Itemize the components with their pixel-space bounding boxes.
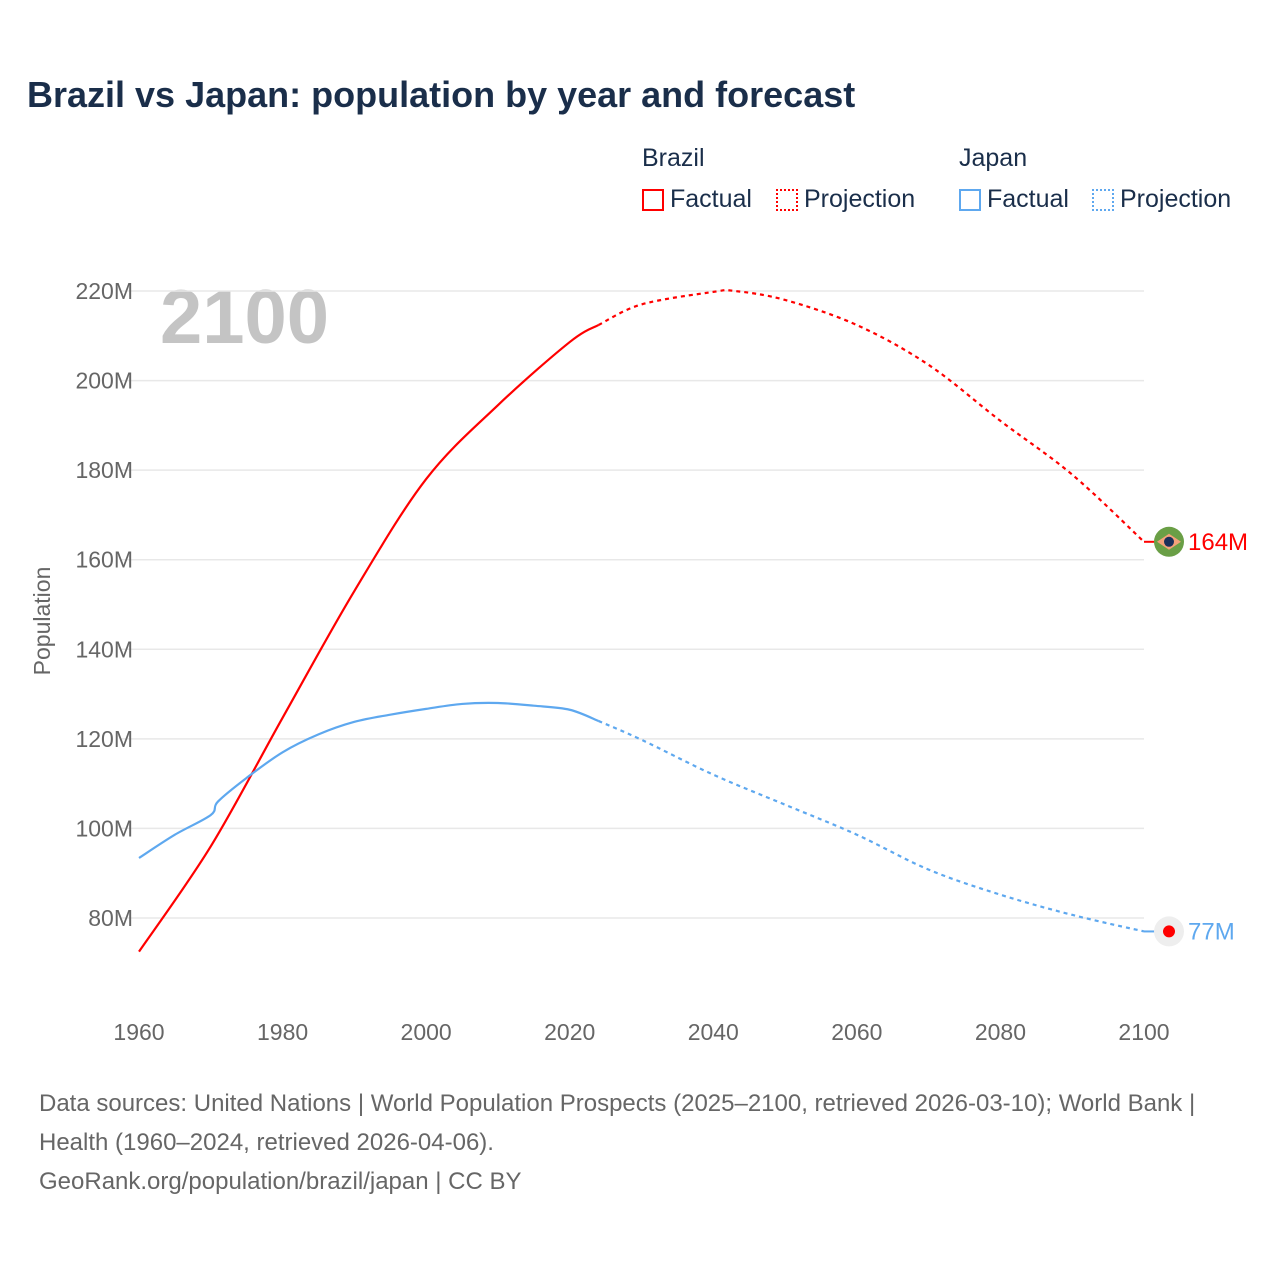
y-tick-label: 100M <box>75 815 133 841</box>
legend-label: Projection <box>804 185 916 213</box>
japan-end-label: 77M <box>1188 918 1235 945</box>
japan-projection-line <box>597 719 1145 933</box>
japan-factual-line <box>138 701 599 859</box>
brazil-end-label: 164M <box>1188 529 1248 556</box>
footer-sources: Data sources: United Nations | World Pop… <box>39 1090 1196 1156</box>
legend-japan-projection[interactable]: Projection <box>1092 185 1231 214</box>
flag-sun <box>1163 925 1175 938</box>
brazil-projection-line <box>597 289 1145 543</box>
solid-swatch-icon <box>642 188 664 211</box>
x-tick-label: 2000 <box>401 1019 452 1045</box>
x-tick-label: 2020 <box>544 1019 595 1045</box>
legend-label: Factual <box>670 185 752 213</box>
y-tick-label: 120M <box>75 726 133 752</box>
x-tick-label: 1960 <box>113 1019 164 1045</box>
legend-label: Factual <box>987 185 1069 213</box>
y-tick-label: 80M <box>88 905 133 931</box>
legend-japan-title: Japan <box>959 144 1028 172</box>
y-tick-label: 200M <box>75 368 133 394</box>
y-tick-label: 160M <box>75 547 133 573</box>
y-tick-label: 220M <box>75 278 133 304</box>
legend-brazil-projection[interactable]: Projection <box>776 185 915 214</box>
y-tick-label: 180M <box>75 457 133 483</box>
legend-brazil-factual[interactable]: Factual <box>642 185 752 214</box>
chart-title: Brazil vs Japan: population by year and … <box>27 74 856 115</box>
dotted-swatch-icon <box>776 188 798 211</box>
flag-globe <box>1164 536 1174 547</box>
x-tick-label: 2080 <box>975 1019 1026 1045</box>
brazil-factual-line <box>138 324 599 953</box>
y-axis-label: Population <box>29 567 55 676</box>
x-tick-label: 2040 <box>688 1019 739 1045</box>
footer-link[interactable]: GeoRank.org/population/brazil/japan | CC… <box>39 1168 522 1195</box>
legend-brazil-title: Brazil <box>642 144 705 172</box>
solid-swatch-icon <box>959 188 981 211</box>
y-tick-label: 140M <box>75 636 133 662</box>
x-tick-label: 2060 <box>831 1019 882 1045</box>
x-tick-label: 2100 <box>1118 1019 1169 1045</box>
legend-japan-factual[interactable]: Factual <box>959 185 1069 214</box>
watermark-year: 2100 <box>160 275 329 360</box>
dotted-swatch-icon <box>1092 188 1114 211</box>
x-tick-label: 1980 <box>257 1019 308 1045</box>
legend-label: Projection <box>1120 185 1232 213</box>
